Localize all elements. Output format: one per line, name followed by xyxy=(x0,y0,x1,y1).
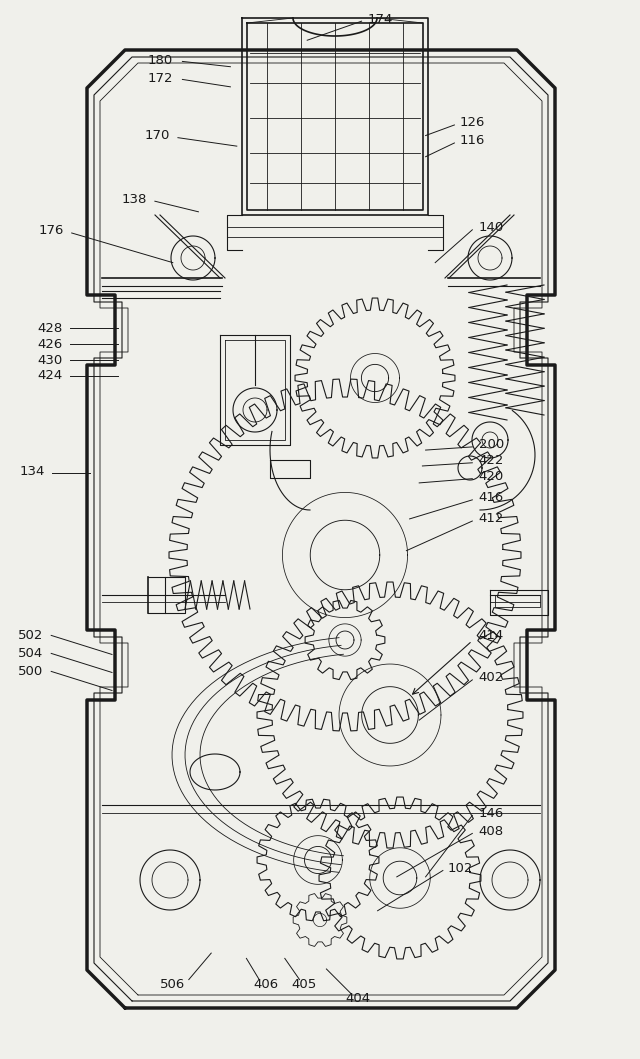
Text: 172: 172 xyxy=(147,72,173,85)
Text: 424: 424 xyxy=(38,370,63,382)
Text: 414: 414 xyxy=(479,629,504,642)
Text: 406: 406 xyxy=(253,979,278,991)
Text: 504: 504 xyxy=(19,647,44,660)
Text: 430: 430 xyxy=(38,354,63,366)
Text: 200: 200 xyxy=(479,438,504,451)
Text: 126: 126 xyxy=(460,116,485,129)
Text: 170: 170 xyxy=(144,129,170,142)
Text: 138: 138 xyxy=(122,193,147,205)
Text: 140: 140 xyxy=(479,221,504,234)
Text: 405: 405 xyxy=(291,979,317,991)
Text: 402: 402 xyxy=(479,671,504,684)
Text: 174: 174 xyxy=(368,13,394,25)
Text: 408: 408 xyxy=(479,825,504,838)
Text: 428: 428 xyxy=(38,322,63,335)
Text: 420: 420 xyxy=(479,470,504,483)
Text: 500: 500 xyxy=(19,665,44,678)
Text: 146: 146 xyxy=(479,807,504,820)
Text: 134: 134 xyxy=(19,465,45,478)
Text: 180: 180 xyxy=(148,54,173,67)
Text: 412: 412 xyxy=(479,513,504,525)
Text: 426: 426 xyxy=(38,338,63,351)
Text: 422: 422 xyxy=(479,454,504,467)
Text: 502: 502 xyxy=(18,629,44,642)
Text: 416: 416 xyxy=(479,491,504,504)
Text: 176: 176 xyxy=(38,225,64,237)
Text: 116: 116 xyxy=(460,134,485,147)
Text: 506: 506 xyxy=(160,979,186,991)
Text: 404: 404 xyxy=(346,992,371,1005)
Text: 102: 102 xyxy=(448,862,474,875)
